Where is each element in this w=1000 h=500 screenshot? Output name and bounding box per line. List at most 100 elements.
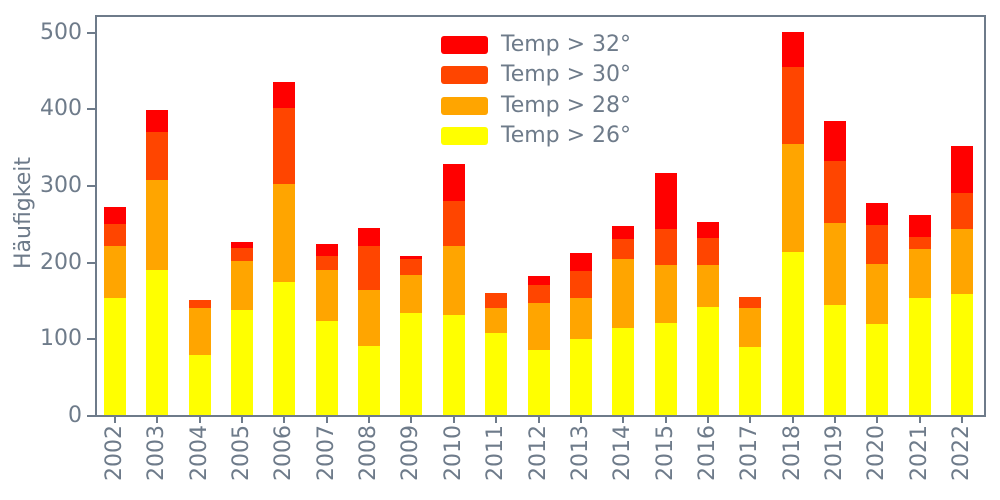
bar-2003-segment-3 <box>146 132 169 181</box>
x-tick-mark-2015 <box>664 417 667 423</box>
bar-2022-segment-1 <box>951 293 973 415</box>
x-tick-label-2014: 2014 <box>610 425 636 481</box>
bar-2006-segment-1 <box>273 281 296 415</box>
bar-2020-segment-4 <box>866 203 889 225</box>
y-tick-mark-500 <box>87 31 95 34</box>
x-tick-mark-2010 <box>452 417 455 423</box>
bar-2014 <box>612 225 635 415</box>
bar-2016-segment-2 <box>696 264 719 307</box>
bar-2019 <box>823 120 846 415</box>
bar-2010-segment-3 <box>442 201 465 247</box>
bar-2018-segment-3 <box>781 66 804 145</box>
bar-2008-segment-4 <box>358 227 381 247</box>
x-tick-mark-2019 <box>833 417 836 423</box>
bar-2007-segment-3 <box>315 255 338 271</box>
x-tick-mark-2013 <box>579 417 582 423</box>
y-tick-mark-200 <box>87 261 95 264</box>
bar-2011-segment-2 <box>485 307 508 333</box>
bar-2004-segment-3 <box>188 299 211 308</box>
bar-2018-segment-2 <box>781 144 804 252</box>
bar-2004-segment-1 <box>188 355 211 415</box>
bar-2003-segment-4 <box>146 109 169 133</box>
y-tick-label-400: 400 <box>40 96 82 122</box>
bar-2020-segment-1 <box>866 324 889 415</box>
bar-2019-segment-1 <box>823 305 846 415</box>
x-tick-mark-2002 <box>114 417 116 423</box>
legend-swatch-2 <box>441 66 488 85</box>
bar-2006-segment-4 <box>273 82 296 108</box>
bar-2006 <box>273 82 296 415</box>
bar-2013-segment-3 <box>569 270 592 299</box>
bar-2015-segment-3 <box>654 228 677 265</box>
bar-2016-segment-4 <box>696 221 719 238</box>
bar-2003 <box>146 109 169 415</box>
y-tick-label-100: 100 <box>40 326 82 352</box>
legend-label-3: Temp > 28° <box>501 92 632 118</box>
x-tick-mark-2007 <box>325 417 328 423</box>
bar-2018-segment-1 <box>781 251 804 415</box>
bar-2002-segment-2 <box>104 246 126 298</box>
bar-2007-segment-4 <box>315 244 338 256</box>
bar-2012-segment-2 <box>527 303 550 350</box>
x-tick-label-2013: 2013 <box>567 425 593 481</box>
bar-2009-segment-1 <box>400 312 423 415</box>
bar-2012-segment-3 <box>527 284 550 304</box>
bar-2014-segment-3 <box>612 239 635 259</box>
x-tick-label-2003: 2003 <box>144 425 170 481</box>
bar-2005 <box>231 241 254 415</box>
bar-2019-segment-2 <box>823 222 846 306</box>
bar-2021-segment-4 <box>908 214 931 238</box>
y-tick-label-500: 500 <box>40 19 82 45</box>
legend-label-4: Temp > 26° <box>501 122 632 148</box>
x-tick-label-2009: 2009 <box>398 425 424 481</box>
bar-2012-segment-4 <box>527 276 550 285</box>
x-tick-label-2007: 2007 <box>313 425 339 481</box>
x-tick-mark-2009 <box>410 417 413 423</box>
bar-2011-segment-1 <box>485 332 508 415</box>
x-tick-mark-2017 <box>749 417 752 423</box>
bar-2015-segment-1 <box>654 322 677 415</box>
bar-2020-segment-2 <box>866 263 889 325</box>
x-tick-label-2022: 2022 <box>949 425 974 481</box>
x-tick-mark-2006 <box>283 417 286 423</box>
x-tick-mark-2012 <box>537 417 540 423</box>
y-tick-label-300: 300 <box>40 172 82 198</box>
x-tick-label-2020: 2020 <box>864 425 890 481</box>
bar-2021-segment-2 <box>908 249 931 299</box>
bar-2018-segment-4 <box>781 32 804 67</box>
bar-2021-segment-1 <box>908 298 931 415</box>
bar-2016 <box>696 221 719 415</box>
bar-2005-segment-1 <box>231 309 254 415</box>
x-tick-label-2017: 2017 <box>737 425 763 481</box>
bar-2007 <box>315 244 338 415</box>
legend-swatch-4 <box>441 126 488 145</box>
bar-2002-segment-3 <box>104 224 126 247</box>
y-tick-label-200: 200 <box>40 249 82 275</box>
x-tick-mark-2011 <box>495 417 498 423</box>
bar-2008-segment-1 <box>358 345 381 415</box>
bar-2005-segment-4 <box>231 241 254 248</box>
bar-2014-segment-2 <box>612 258 635 329</box>
bar-2022-segment-2 <box>951 228 973 294</box>
y-tick-mark-300 <box>87 184 95 187</box>
bar-2007-segment-1 <box>315 320 338 415</box>
bar-2019-segment-4 <box>823 120 846 162</box>
bar-2018 <box>781 32 804 415</box>
bar-2020 <box>866 203 889 415</box>
x-tick-mark-2003 <box>156 417 159 423</box>
x-tick-mark-2021 <box>918 417 921 423</box>
bar-2014-segment-4 <box>612 225 635 240</box>
x-tick-label-2019: 2019 <box>821 425 847 481</box>
x-tick-label-2006: 2006 <box>271 425 297 481</box>
y-tick-label-0: 0 <box>68 403 82 428</box>
bar-2013-segment-1 <box>569 339 592 415</box>
x-tick-label-2002: 2002 <box>102 425 127 481</box>
bar-2008 <box>358 227 381 415</box>
bar-2015 <box>654 172 677 415</box>
bar-2003-segment-1 <box>146 270 169 415</box>
x-tick-label-2012: 2012 <box>525 425 551 481</box>
bar-2008-segment-2 <box>358 289 381 346</box>
bar-2005-segment-3 <box>231 247 254 261</box>
x-tick-label-2011: 2011 <box>483 425 509 481</box>
